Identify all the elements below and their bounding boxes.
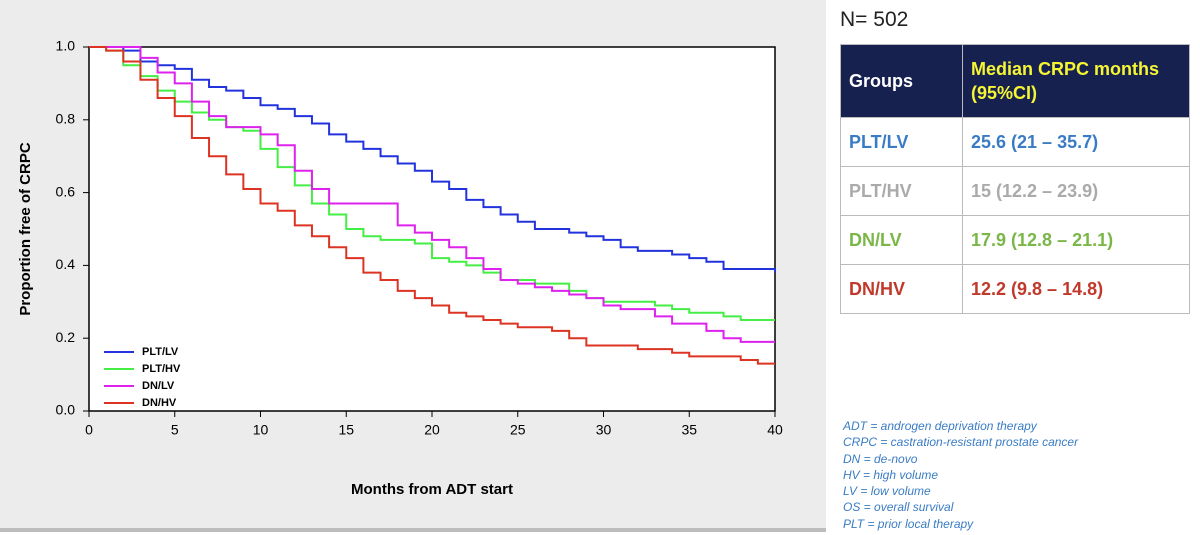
series-line — [89, 46, 775, 343]
plot-area — [88, 46, 776, 412]
x-tick-label: 35 — [681, 422, 697, 438]
table-cell: DN/HV — [840, 264, 963, 314]
note: HV = high volume — [843, 467, 939, 482]
header-cell: Median CRPC months (95%CI) — [962, 44, 1190, 118]
note: ADT = androgen deprivation therapy — [843, 419, 1037, 433]
table-row: DN/HV 12.2 (9.8 – 14.8) — [840, 264, 1190, 314]
table-cell: 12.2 (9.8 – 14.8) — [962, 264, 1190, 314]
table-row: PLT/LV 25.6 (21 – 35.7) — [840, 117, 1190, 167]
note: CRPC = castration-resistant prostate can… — [843, 435, 1079, 450]
table-cell: DN/LV — [840, 215, 963, 265]
y-tick-label: 0.6 — [56, 183, 76, 199]
x-tick-label: 15 — [338, 422, 354, 438]
y-axis-label: Proportion free of CRPC — [17, 142, 34, 316]
table-header-row: Groups Median CRPC months (95%CI) — [840, 44, 1190, 118]
table-row: PLT/HV 15 (12.2 – 23.9) — [840, 166, 1190, 216]
x-tick-label: 20 — [424, 422, 440, 438]
note: DN = de-novo — [843, 451, 918, 466]
note: PLT = prior local therapy — [843, 516, 974, 531]
note: LV = low volume — [843, 484, 931, 499]
sample-size: N= 502 — [840, 8, 909, 31]
legend-label: PLT/LV — [142, 346, 179, 358]
median-table: Groups Median CRPC months (95%CI) PLT/LV 25… — [840, 44, 1190, 314]
y-tick-label: 0.8 — [56, 111, 76, 127]
x-tick-label: 10 — [253, 422, 269, 438]
notes: ADT = androgen deprivation therapy CRPC =… — [843, 418, 1078, 532]
note: OS = overall survival — [843, 500, 954, 515]
table-cell: PLT/LV — [840, 117, 963, 167]
table-cell: PLT/HV — [840, 166, 963, 216]
legend-label: DN/HV — [142, 397, 177, 409]
header-cell: Groups — [840, 44, 963, 118]
y-tick-label: 1.0 — [56, 38, 76, 54]
x-tick-label: 5 — [171, 422, 179, 438]
chart-panel: Months from ADT start Proportion free of… — [0, 0, 826, 532]
series-line — [89, 46, 775, 365]
y-tick-label: 0.2 — [56, 329, 76, 345]
x-tick-label: 25 — [510, 422, 526, 438]
series-line — [89, 46, 776, 273]
table-cell: 17.9 (12.8 – 21.1) — [962, 215, 1190, 265]
series-line — [89, 46, 775, 321]
x-tick-label: 40 — [767, 422, 783, 438]
table-cell: 15 (12.2 – 23.9) — [962, 166, 1190, 216]
y-tick-label: 0.4 — [56, 256, 76, 272]
legend-label: DN/LV — [142, 380, 175, 392]
chart: Months from ADT start Proportion free of… — [17, 38, 783, 498]
table-cell: 25.6 (21 – 35.7) — [962, 117, 1190, 167]
x-axis-label: Months from ADT start — [351, 481, 513, 498]
y-tick-label: 0.0 — [56, 402, 76, 418]
x-tick-label: 30 — [596, 422, 612, 438]
legend-label: PLT/HV — [142, 363, 181, 375]
x-tick-label: 0 — [85, 422, 93, 438]
table-row: DN/LV 17.9 (12.8 – 21.1) — [840, 215, 1190, 265]
